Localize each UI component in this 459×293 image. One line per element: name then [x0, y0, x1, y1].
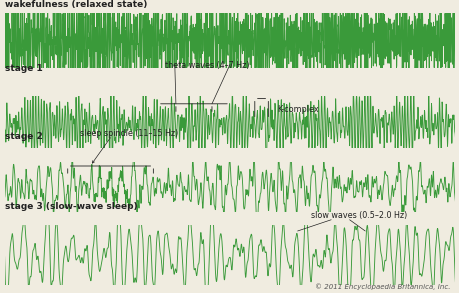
- Text: slow waves (0.5–2.0 Hz): slow waves (0.5–2.0 Hz): [310, 211, 406, 220]
- Text: theta waves (4–7 Hz): theta waves (4–7 Hz): [164, 61, 249, 70]
- Text: K-complex: K-complex: [277, 105, 318, 113]
- Text: stage 2: stage 2: [5, 132, 42, 141]
- Text: © 2011 Encyclopaedia Britannica, Inc.: © 2011 Encyclopaedia Britannica, Inc.: [314, 283, 450, 290]
- Text: wakefulness (relaxed state): wakefulness (relaxed state): [5, 0, 147, 9]
- Text: stage 1: stage 1: [5, 64, 42, 73]
- Text: stage 3 (slow-wave sleep): stage 3 (slow-wave sleep): [5, 202, 137, 211]
- Text: sleep spindle (11–15 Hz): sleep spindle (11–15 Hz): [79, 129, 178, 138]
